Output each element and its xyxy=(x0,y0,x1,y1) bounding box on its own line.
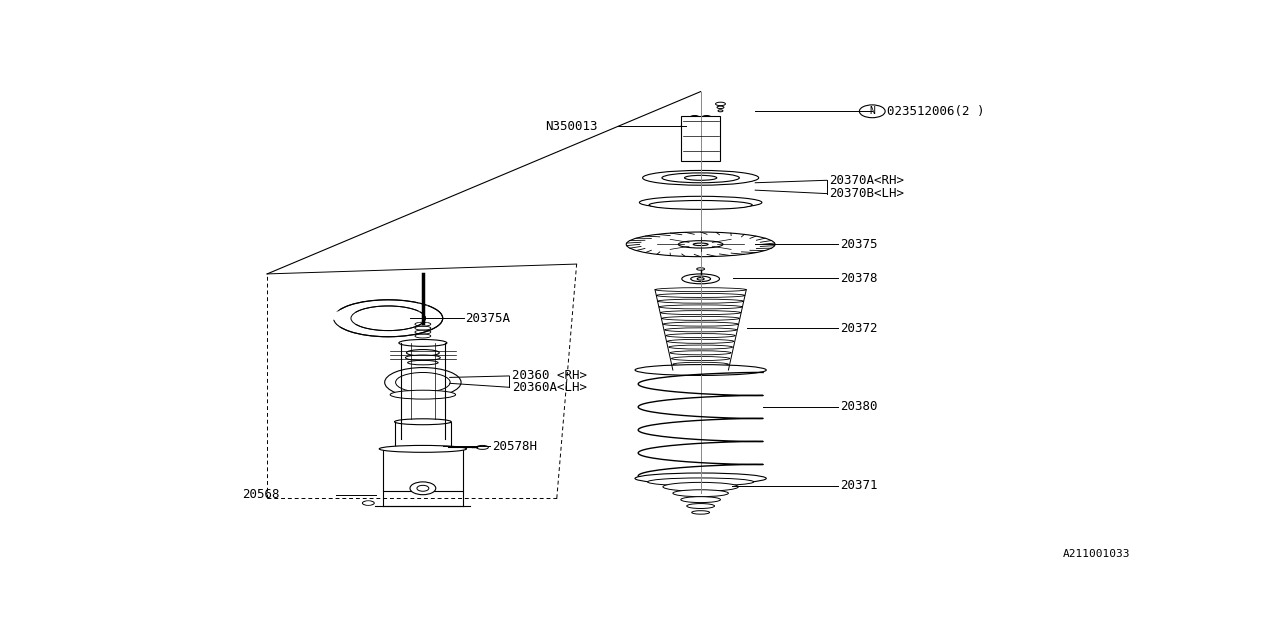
Text: 20568: 20568 xyxy=(242,488,280,501)
Circle shape xyxy=(410,482,435,495)
Ellipse shape xyxy=(649,200,753,209)
Text: N: N xyxy=(869,106,876,116)
Ellipse shape xyxy=(626,232,776,257)
Ellipse shape xyxy=(716,102,726,106)
Ellipse shape xyxy=(663,483,739,492)
Ellipse shape xyxy=(640,196,762,209)
Ellipse shape xyxy=(663,322,739,326)
Ellipse shape xyxy=(365,502,371,504)
Text: 20375A: 20375A xyxy=(466,312,511,324)
Circle shape xyxy=(859,105,886,118)
FancyBboxPatch shape xyxy=(383,449,462,491)
Ellipse shape xyxy=(657,293,745,298)
Ellipse shape xyxy=(662,316,740,321)
Ellipse shape xyxy=(655,288,746,292)
Text: 20370B<LH>: 20370B<LH> xyxy=(829,187,905,200)
Ellipse shape xyxy=(648,478,754,486)
Ellipse shape xyxy=(681,122,719,131)
Ellipse shape xyxy=(394,419,452,425)
Ellipse shape xyxy=(691,511,709,514)
Ellipse shape xyxy=(334,300,443,337)
Ellipse shape xyxy=(690,115,699,119)
Ellipse shape xyxy=(694,243,708,246)
Text: 20375: 20375 xyxy=(841,238,878,251)
Ellipse shape xyxy=(673,362,728,366)
Ellipse shape xyxy=(406,355,440,360)
Circle shape xyxy=(417,485,429,492)
Text: 20378: 20378 xyxy=(841,272,878,285)
Text: N350013: N350013 xyxy=(545,120,598,132)
Ellipse shape xyxy=(696,121,704,124)
Text: 20370A<RH>: 20370A<RH> xyxy=(829,174,905,187)
Ellipse shape xyxy=(718,110,723,112)
Ellipse shape xyxy=(328,312,349,319)
Ellipse shape xyxy=(635,473,767,484)
Ellipse shape xyxy=(682,274,719,284)
Ellipse shape xyxy=(691,276,710,282)
Ellipse shape xyxy=(666,333,735,337)
Ellipse shape xyxy=(696,268,704,270)
Ellipse shape xyxy=(678,241,723,248)
Text: 20360 <RH>: 20360 <RH> xyxy=(512,369,588,383)
Text: 20372: 20372 xyxy=(841,322,878,335)
Ellipse shape xyxy=(660,310,741,315)
Ellipse shape xyxy=(698,278,704,280)
Ellipse shape xyxy=(668,345,732,349)
Ellipse shape xyxy=(385,367,461,397)
Ellipse shape xyxy=(703,115,712,119)
Ellipse shape xyxy=(390,390,456,399)
Ellipse shape xyxy=(476,445,489,449)
Text: A211001033: A211001033 xyxy=(1062,548,1130,559)
Ellipse shape xyxy=(658,299,744,303)
Ellipse shape xyxy=(635,365,767,376)
Ellipse shape xyxy=(662,173,740,183)
Ellipse shape xyxy=(399,339,447,346)
Ellipse shape xyxy=(407,360,438,365)
Ellipse shape xyxy=(396,372,451,392)
Ellipse shape xyxy=(643,170,759,185)
Ellipse shape xyxy=(362,501,374,506)
Ellipse shape xyxy=(667,339,733,343)
Ellipse shape xyxy=(681,497,721,502)
Text: 20371: 20371 xyxy=(841,479,878,492)
FancyBboxPatch shape xyxy=(394,422,452,447)
Ellipse shape xyxy=(685,175,717,180)
Ellipse shape xyxy=(671,351,731,355)
Ellipse shape xyxy=(672,356,730,360)
Ellipse shape xyxy=(673,490,728,497)
Text: 20380: 20380 xyxy=(841,401,878,413)
Ellipse shape xyxy=(717,106,724,109)
Text: 20578H: 20578H xyxy=(493,440,538,453)
Ellipse shape xyxy=(664,328,737,332)
Ellipse shape xyxy=(379,445,466,452)
FancyBboxPatch shape xyxy=(681,116,719,161)
Text: 023512006(2 ): 023512006(2 ) xyxy=(887,105,984,118)
Ellipse shape xyxy=(687,504,714,509)
Ellipse shape xyxy=(659,305,742,309)
Text: 20360A<LH>: 20360A<LH> xyxy=(512,381,588,394)
Ellipse shape xyxy=(407,349,439,356)
Ellipse shape xyxy=(351,306,425,331)
